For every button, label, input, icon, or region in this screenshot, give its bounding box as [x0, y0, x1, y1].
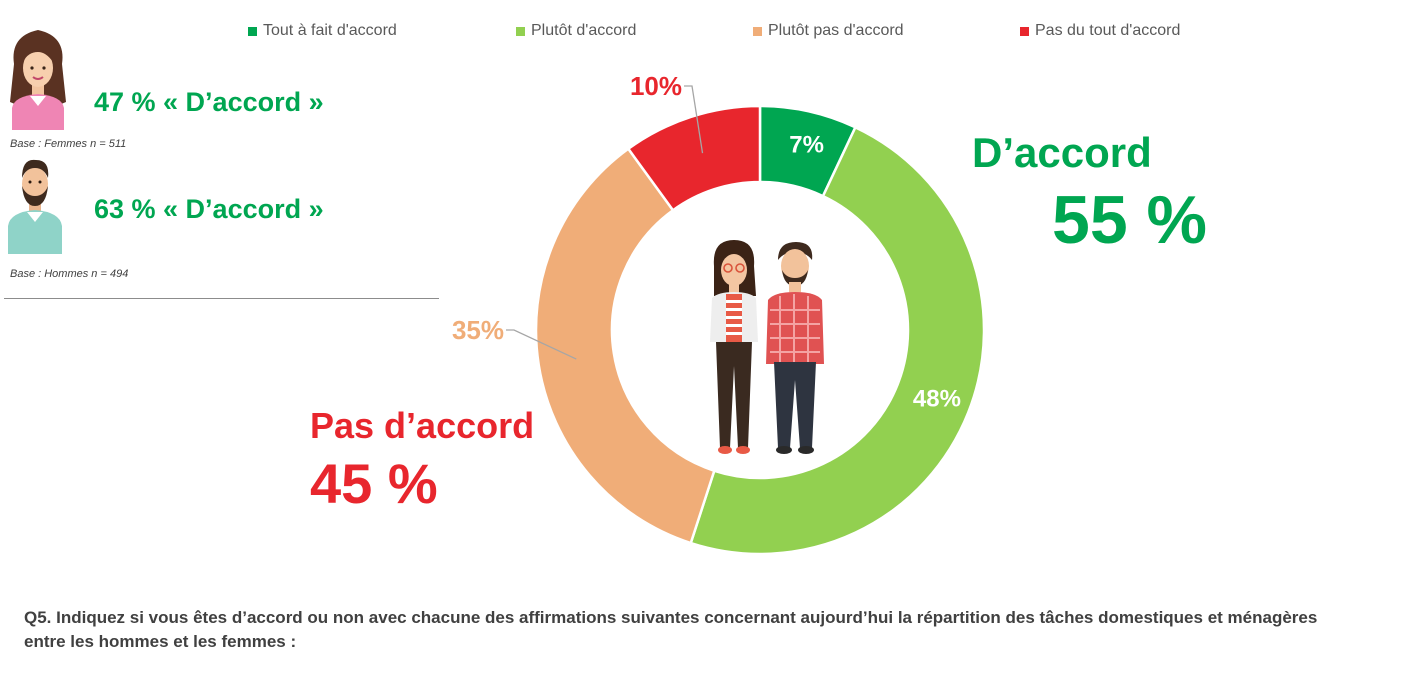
donut-slice-plutot: [689, 125, 986, 556]
disagree-summary-label: Pas d’accord: [310, 405, 535, 446]
agree-summary-value: 55 %: [1052, 182, 1207, 258]
legend-label: Plutôt d'accord: [531, 22, 637, 39]
men-base-note: Base : Hommes n = 494: [10, 268, 129, 280]
legend-item-plutot: Plutôt d'accord: [516, 22, 636, 40]
leader-line-plutot-pas: [506, 329, 577, 360]
question-text: Q5. Indiquez si vous êtes d’accord ou no…: [24, 608, 1318, 651]
donut-segments: [534, 104, 986, 556]
donut-slice-pas-du-tout: [626, 104, 762, 213]
agree-summary-label: D’accord: [972, 129, 1152, 176]
slice-label-tout-a-fait: 7%: [789, 131, 824, 158]
legend-swatch-icon: [1020, 26, 1029, 36]
couple-illustration-icon: [710, 240, 824, 454]
slice-label-pas-du-tout: 10%: [630, 71, 682, 101]
slice-labels: 7% 48% 35% 10%: [452, 71, 961, 412]
leader-lines: [506, 85, 704, 360]
slice-label-plutot: 48%: [913, 385, 961, 412]
legend-item-plutot-pas: Plutôt pas d'accord: [753, 22, 904, 40]
section-divider: [4, 298, 439, 299]
donut-slice-plutot-pas: [534, 147, 716, 545]
legend-label: Tout à fait d'accord: [263, 22, 397, 39]
legend-label: Plutôt pas d'accord: [768, 22, 904, 39]
disagree-summary-value: 45 %: [310, 452, 438, 515]
man-avatar-icon: [8, 159, 62, 254]
legend-label: Pas du tout d'accord: [1035, 22, 1181, 39]
legend-item-pas-du-tout: Pas du tout d'accord: [1020, 22, 1180, 40]
men-agree-stat: 63 % « D’accord »: [94, 194, 324, 224]
legend-swatch-icon: [516, 26, 525, 36]
women-base-note: Base : Femmes n = 511: [10, 138, 127, 150]
slice-label-plutot-pas: 35%: [452, 315, 504, 345]
woman-avatar-icon: [10, 30, 66, 130]
legend-swatch-icon: [248, 26, 257, 36]
legend-swatch-icon: [753, 26, 762, 36]
legend-item-tout-a-fait: Tout à fait d'accord: [248, 22, 397, 40]
women-agree-stat: 47 % « D’accord »: [94, 87, 324, 117]
leader-line-pas-du-tout: [684, 85, 704, 154]
